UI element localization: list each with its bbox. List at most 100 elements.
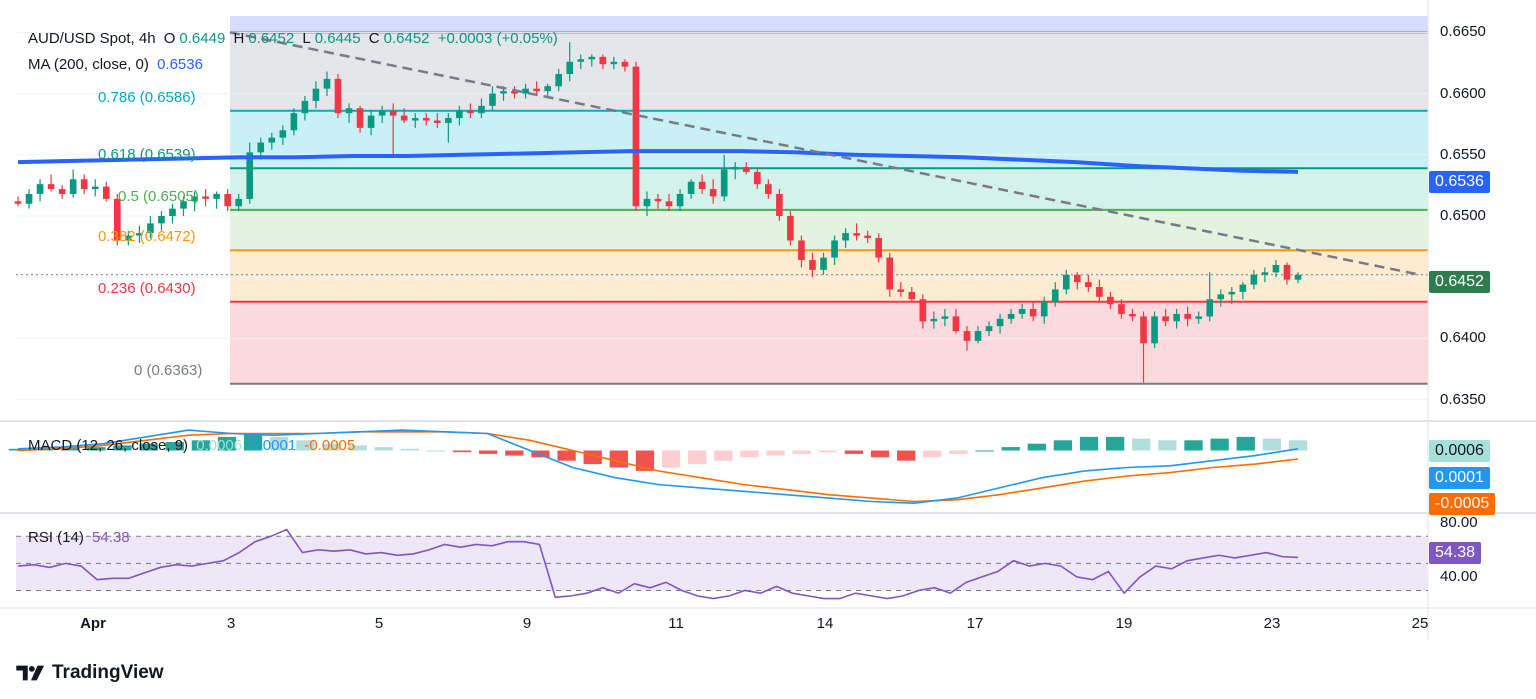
candle-body [831,240,838,258]
macd-histogram-bar [844,450,864,454]
candle-body [930,318,938,322]
tradingview-logo[interactable]: TradingView [16,662,164,684]
fib-zone [230,301,1428,384]
macd-histogram-bar [165,442,184,451]
macd-histogram-bar [1184,440,1203,451]
macd-histogram-bar [1262,438,1282,451]
candle-body [632,66,640,207]
candle-body [489,93,496,106]
rsi-label: RSI (14) [28,529,84,546]
candle-body [566,61,574,74]
candle-body [853,233,860,236]
macd-line [17,429,1299,505]
macd-histogram-bar [1027,443,1046,451]
candle-body [963,331,971,341]
macd-histogram-bar [1053,440,1073,451]
fib-label: 0.236 (0.6430) [98,279,196,297]
candle-body [522,88,529,94]
macd-histogram-bar [1001,447,1020,451]
candle-body [742,167,750,172]
candle-body [158,216,165,224]
candle-body [1062,274,1070,290]
candle-body [709,189,717,197]
candle-body [312,88,320,101]
macd-histogram-bar [975,450,994,452]
candle-body [456,110,463,119]
candle-body [765,184,772,194]
candle-body [246,152,254,199]
fib-zone-top [230,16,1428,33]
rsi-line [17,528,1299,600]
macd-histogram-bar [1210,438,1229,451]
macd-line-value: 0.0001 [250,437,297,454]
fib-label: 0.786 (0.6586) [98,88,196,106]
candle-body [809,260,816,270]
symbol-label: AUD/USD Spot, 4h [28,30,156,47]
fib-zone [230,209,1428,251]
macd-histogram-bar [452,450,472,453]
high-value: 0.6452 [248,30,295,47]
last-price-badge: 0.6452 [1429,271,1490,293]
macd-signal-badge: -0.0005 [1429,493,1496,515]
macd-histogram-bar [818,450,837,453]
fib-zone [230,168,1428,210]
fib-zone [230,250,1428,302]
time-axis-tick: 14 [816,615,834,632]
resistance-trendline [229,31,1421,276]
ma-value: 0.6536 [157,56,203,73]
candle-body [268,137,276,143]
candle-body [1250,274,1258,285]
candle-body [235,198,242,207]
candle-body [864,235,871,239]
candle-body [842,233,849,241]
macd-histogram-bar [217,436,237,451]
candle-body [1217,294,1225,300]
candle-body [1151,316,1158,344]
time-axis-tick: 11 [668,615,684,632]
candle-body [279,130,287,138]
change-value: +0.0003 (+0.05%) [437,30,558,47]
candle-body [820,257,827,270]
low-value: 0.6445 [314,30,361,47]
candle-body [1140,316,1147,344]
rsi-legend: RSI (14) 54.38 [28,529,134,546]
candle-body [1184,313,1191,319]
candle-body [621,61,629,67]
candle-body [1162,316,1169,322]
macd-histogram-bar [714,450,733,461]
candle-body [422,118,430,121]
price-axis-tick: 0.6350 [1440,390,1486,408]
candle-body [290,113,298,131]
high-prefix: H [233,30,245,47]
macd-histogram-bar [1132,438,1151,451]
macd-histogram-bar [243,433,263,451]
macd-histogram-bar [740,450,759,458]
time-axis-tick: 3 [226,615,236,632]
macd-histogram-bar [374,447,393,451]
candle-body [411,118,419,121]
candle-body [1239,284,1247,292]
candle-body [202,196,209,199]
candle-body [754,171,761,185]
candle-body [147,223,154,234]
candle-body [787,216,794,241]
time-axis-tick: 5 [374,615,384,632]
macd-histogram-bar [661,450,681,468]
rsi-badge: 54.38 [1429,542,1482,564]
macd-histogram-bar [505,450,524,456]
candle-body [1283,264,1291,280]
candle-body [1129,313,1136,317]
ma-label: MA (200, close, 0) [28,56,149,73]
candle-body [996,318,1004,327]
candle-body [191,196,198,202]
macd-line-badge: 0.0001 [1429,467,1490,489]
candle-body [1029,309,1037,317]
candle-body [467,110,474,114]
candle-body [577,59,585,62]
candle-body [1085,282,1092,288]
macd-hist-value: 0.0006 [196,437,243,454]
ohlc-legend: AUD/USD Spot, 4h O 0.6449 H 0.6452 L 0.6445… [28,30,562,47]
price-axis-tick: 0.6500 [1440,207,1486,224]
price-axis-tick: 0.6550 [1440,145,1486,163]
